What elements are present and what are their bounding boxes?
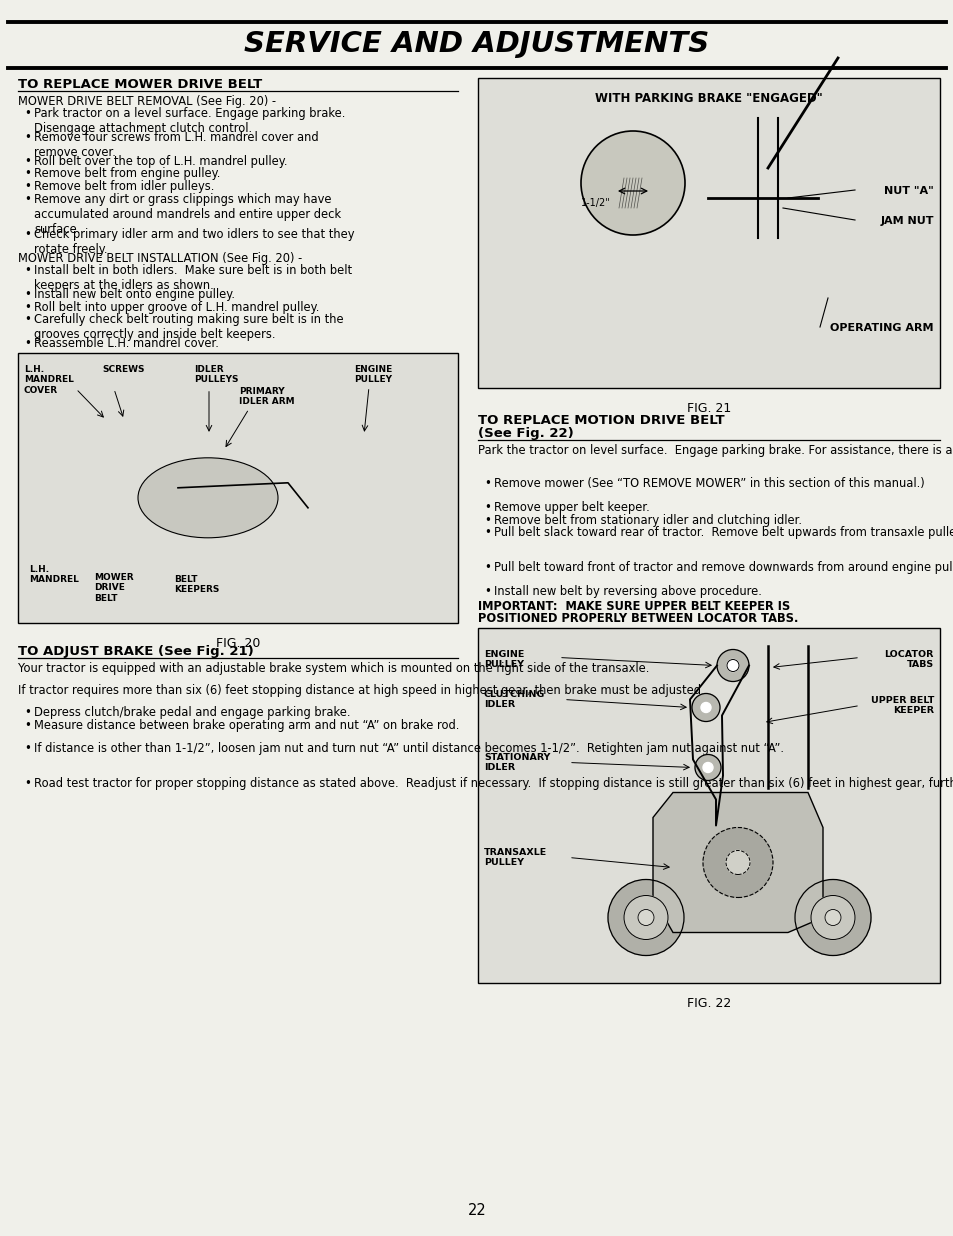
- Ellipse shape: [138, 457, 277, 538]
- Text: Measure distance between brake operating arm and nut “A” on brake rod.: Measure distance between brake operating…: [34, 718, 459, 732]
- Text: Remove four screws from L.H. mandrel cover and
remove cover.: Remove four screws from L.H. mandrel cov…: [34, 131, 318, 159]
- Text: MOWER DRIVE BELT REMOVAL (See Fig. 20) -: MOWER DRIVE BELT REMOVAL (See Fig. 20) -: [18, 95, 275, 108]
- Text: Your tractor is equipped with an adjustable brake system which is mounted on the: Your tractor is equipped with an adjusta…: [18, 661, 649, 675]
- Text: TO REPLACE MOWER DRIVE BELT: TO REPLACE MOWER DRIVE BELT: [18, 78, 262, 91]
- Text: FIG. 20: FIG. 20: [215, 637, 260, 650]
- Text: Check primary idler arm and two idlers to see that they
rotate freely.: Check primary idler arm and two idlers t…: [34, 227, 355, 256]
- Text: Pull belt slack toward rear of tractor.  Remove belt upwards from transaxle pull: Pull belt slack toward rear of tractor. …: [494, 527, 953, 539]
- Text: TO ADJUST BRAKE (See Fig. 21): TO ADJUST BRAKE (See Fig. 21): [18, 645, 253, 658]
- Text: FIG. 22: FIG. 22: [686, 996, 730, 1010]
- Circle shape: [607, 880, 683, 955]
- Text: POSITIONED PROPERLY BETWEEN LOCATOR TABS.: POSITIONED PROPERLY BETWEEN LOCATOR TABS…: [477, 612, 798, 624]
- Text: JAM NUT: JAM NUT: [880, 216, 933, 226]
- Text: •: •: [24, 131, 30, 143]
- Text: Roll belt into upper groove of L.H. mandrel pulley.: Roll belt into upper groove of L.H. mand…: [34, 300, 319, 314]
- Text: CLUTCHING
IDLER: CLUTCHING IDLER: [483, 690, 545, 709]
- Text: Roll belt over the top of L.H. mandrel pulley.: Roll belt over the top of L.H. mandrel p…: [34, 154, 287, 168]
- Text: Reassemble L.H. mandrel cover.: Reassemble L.H. mandrel cover.: [34, 337, 218, 350]
- Text: •: •: [24, 108, 30, 120]
- Text: If tractor requires more than six (6) feet stopping distance at high speed in hi: If tractor requires more than six (6) fe…: [18, 684, 704, 697]
- Text: •: •: [24, 265, 30, 277]
- Text: MOWER DRIVE BELT INSTALLATION (See Fig. 20) -: MOWER DRIVE BELT INSTALLATION (See Fig. …: [18, 252, 302, 265]
- Circle shape: [717, 649, 748, 681]
- Text: Install new belt onto engine pulley.: Install new belt onto engine pulley.: [34, 288, 234, 300]
- Text: Park tractor on a level surface. Engage parking brake.
Disengage attachment clut: Park tractor on a level surface. Engage …: [34, 108, 345, 135]
- Text: ENGINE
PULLEY: ENGINE PULLEY: [354, 365, 392, 384]
- Text: Remove belt from engine pulley.: Remove belt from engine pulley.: [34, 168, 220, 180]
- Text: •: •: [24, 300, 30, 314]
- Circle shape: [623, 896, 667, 939]
- Bar: [477, 628, 939, 983]
- Text: OPERATING ARM: OPERATING ARM: [830, 323, 933, 332]
- Circle shape: [691, 693, 720, 722]
- Circle shape: [695, 754, 720, 780]
- Text: 1-1/2": 1-1/2": [580, 198, 610, 208]
- Text: Road test tractor for proper stopping distance as stated above.  Readjust if nec: Road test tractor for proper stopping di…: [34, 777, 953, 791]
- Text: •: •: [24, 313, 30, 326]
- Text: •: •: [24, 777, 30, 791]
- Text: •: •: [483, 527, 491, 539]
- Text: TO REPLACE MOTION DRIVE BELT: TO REPLACE MOTION DRIVE BELT: [477, 414, 724, 426]
- Text: Remove belt from stationary idler and clutching idler.: Remove belt from stationary idler and cl…: [494, 514, 801, 527]
- Text: Remove upper belt keeper.: Remove upper belt keeper.: [494, 501, 649, 514]
- Circle shape: [638, 910, 654, 926]
- Text: TRANSAXLE
PULLEY: TRANSAXLE PULLEY: [483, 848, 547, 866]
- Text: •: •: [483, 514, 491, 527]
- Text: SCREWS: SCREWS: [102, 365, 144, 373]
- Circle shape: [794, 880, 870, 955]
- Text: •: •: [24, 743, 30, 755]
- Circle shape: [810, 896, 854, 939]
- Circle shape: [725, 850, 749, 875]
- Text: •: •: [24, 337, 30, 350]
- Text: BELT
KEEPERS: BELT KEEPERS: [173, 575, 219, 595]
- Text: Carefully check belt routing making sure belt is in the
grooves correctly and in: Carefully check belt routing making sure…: [34, 313, 343, 341]
- Text: •: •: [24, 193, 30, 206]
- Text: •: •: [24, 154, 30, 168]
- Text: WITH PARKING BRAKE "ENGAGED": WITH PARKING BRAKE "ENGAGED": [595, 91, 822, 105]
- Text: IMPORTANT:  MAKE SURE UPPER BELT KEEPER IS: IMPORTANT: MAKE SURE UPPER BELT KEEPER I…: [477, 599, 789, 613]
- Text: •: •: [483, 501, 491, 514]
- Text: (See Fig. 22): (See Fig. 22): [477, 426, 573, 440]
- Text: •: •: [483, 586, 491, 598]
- Text: NUT "A": NUT "A": [883, 185, 933, 197]
- Text: •: •: [483, 561, 491, 575]
- Circle shape: [726, 660, 739, 671]
- Text: •: •: [24, 168, 30, 180]
- Bar: [477, 78, 939, 388]
- Text: •: •: [24, 180, 30, 193]
- Circle shape: [824, 910, 841, 926]
- Text: Depress clutch/brake pedal and engage parking brake.: Depress clutch/brake pedal and engage pa…: [34, 706, 350, 719]
- Bar: [18, 352, 457, 623]
- Circle shape: [702, 763, 712, 772]
- Text: Park the tractor on level surface.  Engage parking brake. For assistance, there : Park the tractor on level surface. Engag…: [477, 444, 953, 457]
- Text: SERVICE AND ADJUSTMENTS: SERVICE AND ADJUSTMENTS: [244, 30, 709, 58]
- Text: UPPER BELT
KEEPER: UPPER BELT KEEPER: [870, 696, 933, 714]
- Text: •: •: [483, 477, 491, 489]
- Text: If distance is other than 1-1/2”, loosen jam nut and turn nut “A” until distance: If distance is other than 1-1/2”, loosen…: [34, 743, 783, 755]
- Text: Install new belt by reversing above procedure.: Install new belt by reversing above proc…: [494, 586, 761, 598]
- Text: •: •: [24, 718, 30, 732]
- Text: MOWER
DRIVE
BELT: MOWER DRIVE BELT: [94, 572, 133, 603]
- Circle shape: [702, 827, 772, 897]
- Text: •: •: [24, 288, 30, 300]
- Text: ENGINE
PULLEY: ENGINE PULLEY: [483, 649, 524, 669]
- Circle shape: [700, 702, 710, 712]
- Text: L.H.
MANDREL
COVER: L.H. MANDREL COVER: [24, 365, 73, 394]
- Text: Remove any dirt or grass clippings which may have
accumulated around mandrels an: Remove any dirt or grass clippings which…: [34, 193, 341, 236]
- Text: Remove belt from idler pulleys.: Remove belt from idler pulleys.: [34, 180, 214, 193]
- Text: Install belt in both idlers.  Make sure belt is in both belt
keepers at the idle: Install belt in both idlers. Make sure b…: [34, 265, 352, 292]
- Text: 22: 22: [467, 1203, 486, 1217]
- Text: PRIMARY
IDLER ARM: PRIMARY IDLER ARM: [239, 387, 294, 407]
- Text: •: •: [24, 706, 30, 719]
- Text: FIG. 21: FIG. 21: [686, 402, 730, 415]
- Text: STATIONARY
IDLER: STATIONARY IDLER: [483, 753, 550, 772]
- Text: LOCATOR
TABS: LOCATOR TABS: [883, 649, 933, 669]
- Text: IDLER
PULLEYS: IDLER PULLEYS: [193, 365, 238, 384]
- Circle shape: [580, 131, 684, 235]
- Text: •: •: [24, 227, 30, 241]
- Text: L.H.
MANDREL: L.H. MANDREL: [29, 565, 79, 585]
- Text: Pull belt toward front of tractor and remove downwards from around engine pulley: Pull belt toward front of tractor and re…: [494, 561, 953, 575]
- Polygon shape: [652, 792, 822, 932]
- Text: Remove mower (See “TO REMOVE MOWER” in this section of this manual.): Remove mower (See “TO REMOVE MOWER” in t…: [494, 477, 923, 489]
